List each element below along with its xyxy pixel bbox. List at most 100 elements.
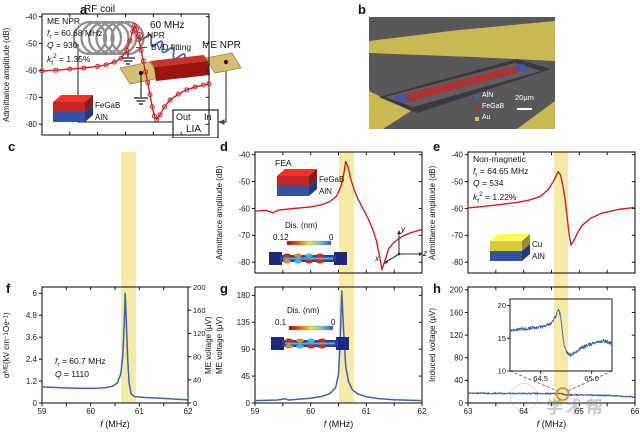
svg-text:-80: -80 xyxy=(25,120,37,129)
frequency-label: 60 MHz xyxy=(150,20,185,31)
x-axis-label: f (MHz) xyxy=(100,419,130,429)
displacement-scale-max: 0.12 xyxy=(273,233,289,242)
material-label-bottom: AlN xyxy=(95,113,108,122)
watermark: 学术帮 xyxy=(546,398,606,417)
panel-label-e: e xyxy=(433,139,441,154)
svg-text:60: 60 xyxy=(86,407,95,416)
svg-text:160: 160 xyxy=(450,308,464,317)
displacement-scale-label: Dis. (nm) xyxy=(285,221,318,230)
resonance-highlight-band-0 xyxy=(121,152,136,403)
circuit-drawing xyxy=(72,20,242,139)
svg-text:-80: -80 xyxy=(238,258,250,267)
svg-text:60: 60 xyxy=(306,407,315,416)
curve-g xyxy=(254,290,423,402)
displacement-scale-min: 0 xyxy=(331,318,336,327)
svg-text:120: 120 xyxy=(193,329,206,338)
legend-label: BVD fitting xyxy=(151,42,192,52)
chart-info-e-1: Q = 534 xyxy=(473,178,504,188)
material-label-bottom: AlN xyxy=(532,252,545,261)
chart-induced-voltage: 63 64 65 66 0 40 80 120 160 200 64.5 65.0 10 15 20 Indu… xyxy=(426,279,640,443)
svg-text:-50: -50 xyxy=(238,177,250,186)
svg-text:135: 135 xyxy=(237,318,251,327)
chart-title-d: FEA xyxy=(275,158,292,168)
legend-chip-au xyxy=(475,117,479,121)
rf-coil xyxy=(80,20,115,56)
lia-box xyxy=(172,109,219,139)
svg-text:65: 65 xyxy=(575,407,584,416)
resonance-highlight-band-2 xyxy=(554,152,568,403)
resonator-top xyxy=(150,55,208,67)
zoom-highlight-circle xyxy=(555,387,570,401)
y-axis-label: α ME (kV cm −1 Oe −1) xyxy=(2,312,11,378)
svg-text:10: 10 xyxy=(498,367,506,376)
axis-z-label: z xyxy=(423,249,427,258)
axis-x-label: x xyxy=(375,254,379,263)
rf-coil xyxy=(95,20,130,56)
material-label-top: Cu xyxy=(532,240,543,249)
legend-line-marker xyxy=(136,46,147,48)
y-axis-label: Induced voltage (μV) xyxy=(428,308,437,382)
svg-text:-80: -80 xyxy=(451,258,463,267)
panel-label-a: a xyxy=(80,2,88,17)
svg-text:0: 0 xyxy=(246,399,251,408)
svg-text:-60: -60 xyxy=(25,66,37,75)
lia-in-label: In xyxy=(204,112,212,122)
svg-text:0: 0 xyxy=(33,399,38,408)
scale-bar-label: 20μm xyxy=(515,93,534,102)
curve-h xyxy=(467,391,636,399)
svg-text:-40: -40 xyxy=(238,150,250,159)
svg-text:160: 160 xyxy=(193,306,206,315)
legend-chip-aln xyxy=(475,95,479,99)
svg-text:3.6: 3.6 xyxy=(26,333,38,342)
resonator-front xyxy=(154,61,210,81)
watermark-stamp xyxy=(510,383,538,411)
svg-text:2.4: 2.4 xyxy=(26,355,38,364)
y-axis-label: Admittance amplitude (dB) xyxy=(2,27,11,122)
panel-label-f: f xyxy=(6,281,11,296)
panel-b-micrograph: AlN FeGaB Au 20μm xyxy=(320,0,640,138)
svg-text:64: 64 xyxy=(519,407,528,416)
svg-text:0: 0 xyxy=(193,399,197,408)
chart-info-c-1: Q = 930 xyxy=(47,40,78,50)
curve-d xyxy=(254,160,423,271)
displacement-scale-min: 0 xyxy=(329,233,334,242)
rf-coil xyxy=(87,20,123,56)
chart-canvas-g: 59 60 61 62 0 45 90 135 180 xyxy=(237,286,427,416)
rf-coil-label: RF coil xyxy=(84,4,116,15)
y-axis-label: Admittance amplitude (dB) xyxy=(215,165,224,260)
chart-canvas-h: 63 64 65 66 0 40 80 120 160 200 64.5 65.0 10 15 20 xyxy=(450,286,640,416)
svg-text:-40: -40 xyxy=(451,150,463,159)
chart-admittance-fea: -40 -50 -60 -70 -80 FEA FeGaB AlN Dis. (nm) 0.12 0… xyxy=(213,138,428,279)
legend-label-aln: AlN xyxy=(482,92,494,99)
scale-bar xyxy=(517,108,532,110)
svg-text:20: 20 xyxy=(498,301,506,310)
svg-text:90: 90 xyxy=(241,345,250,354)
legend-chip-fegab xyxy=(475,106,479,110)
svg-text:40: 40 xyxy=(454,376,463,385)
legend-label: NPR xyxy=(147,30,165,40)
svg-text:0: 0 xyxy=(459,399,464,408)
svg-text:62: 62 xyxy=(418,407,427,416)
svg-text:63: 63 xyxy=(464,407,473,416)
displacement-scale-label: Dis. (nm) xyxy=(287,306,320,315)
y-axis-label: ME voltage (μV) xyxy=(215,316,224,374)
svg-text:-70: -70 xyxy=(238,231,250,240)
panel-label-g: g xyxy=(220,281,228,296)
chart-me-voltage-simulated: 59 60 61 62 0 45 90 135 180 Dis. (nm) 0.1 0 ME volta… xyxy=(213,279,428,443)
x-axis-label: f (MHz) xyxy=(536,419,567,429)
chart-info-e-2: kt2 = 1.22% xyxy=(473,191,517,205)
svg-text:66: 66 xyxy=(631,407,640,416)
svg-text:59: 59 xyxy=(38,407,47,416)
panel-label-d: d xyxy=(220,139,228,154)
curve-f xyxy=(41,292,189,401)
y-axis-label: Admittance amplitude (dB) xyxy=(428,165,437,260)
axis-y-label: y xyxy=(401,225,405,234)
chart-canvas-e: -40 -50 -60 -70 -80 xyxy=(451,150,636,274)
chart-canvas-d: -40 -50 -60 -70 -80 xyxy=(238,150,423,274)
svg-text:200: 200 xyxy=(193,283,206,292)
chart-info-f-0: fr = 60.7 MHz xyxy=(55,356,106,369)
lia-label: LIA xyxy=(186,124,202,135)
svg-text:120: 120 xyxy=(450,331,464,340)
svg-text:200: 200 xyxy=(450,286,464,295)
